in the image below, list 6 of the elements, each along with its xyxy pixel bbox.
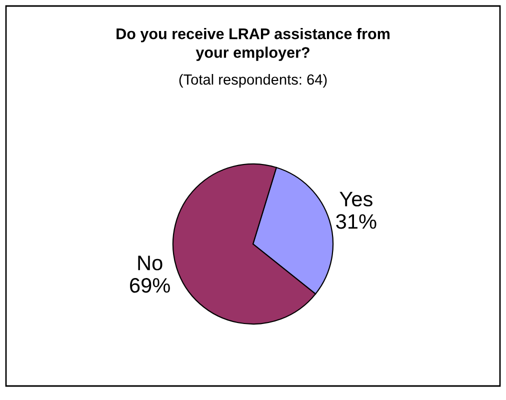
- chart-subtitle: (Total respondents: 64): [179, 74, 327, 88]
- data-label: 69%: [130, 278, 170, 293]
- slice-label: Yes: [340, 192, 372, 206]
- data-label: 31%: [336, 214, 376, 229]
- slice-label: No: [138, 256, 162, 270]
- chart-title: Do you receive LRAP assistance from your employer?: [116, 28, 390, 61]
